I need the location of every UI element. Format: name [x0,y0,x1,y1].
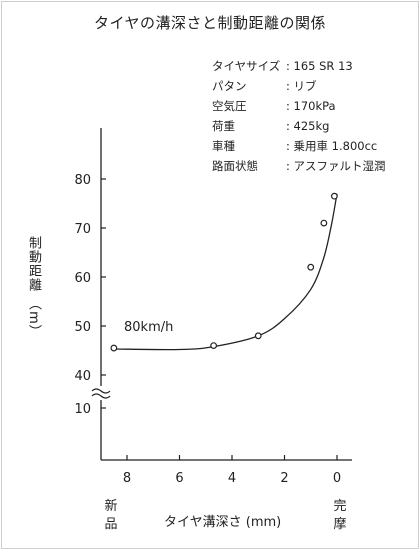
spec-key: パタン [212,79,247,93]
spec-row-road: 路面状態 : アスファルト湿潤 [212,156,386,176]
speed-annotation: 80km/h [124,320,173,335]
y-tick-label: 60 [74,271,91,286]
data-point [210,342,218,350]
data-point [254,332,262,340]
y-tick-label: 40 [74,369,91,384]
y-tick-label: 10 [74,402,91,417]
spec-key: 荷重 [212,119,235,133]
spec-row-tire-size: タイヤサイズ : 165 SR 13 [212,56,386,76]
x-axis-label: タイヤ溝深さ (mm) [164,515,282,530]
y-axis-label: 制動距離 （m） [26,236,41,339]
x-left-end-label: 新品 [104,499,118,532]
x-tick-label: 2 [280,471,288,486]
data-point [330,192,338,200]
spec-key: タイヤサイズ [212,59,281,73]
spec-key: 空気圧 [212,99,247,113]
spec-row-pressure: 空気圧 : 170kPa [212,96,386,116]
spec-table: タイヤサイズ : 165 SR 13 パタン : リブ 空気圧 : 170kPa… [212,56,386,176]
spec-value: : アスファルト湿潤 [286,159,386,173]
y-tick-label: 70 [74,222,91,237]
x-tick-label: 6 [175,471,183,486]
spec-value: : 165 SR 13 [286,59,353,73]
data-point [320,219,328,227]
x-tick-label: 4 [228,471,236,486]
x-right-end-label: 完摩 [333,499,347,532]
spec-value: : リブ [286,79,317,93]
y-tick-label: 50 [74,320,91,335]
chart-title: タイヤの溝深さと制動距離の関係 [93,14,327,32]
axis-break-mark [91,393,111,399]
spec-key: 路面状態 [212,159,258,173]
braking-distance-curve [113,193,338,351]
y-tick-label: 80 [74,173,91,188]
x-tick-label: 8 [123,471,131,486]
data-point [307,263,315,271]
spec-row-vehicle: 車種 : 乗用車 1.800cc [212,136,386,156]
spec-value: : 乗用車 1.800cc [286,139,378,153]
data-point [110,344,118,352]
spec-value: : 425kg [286,119,330,133]
spec-row-pattern: パタン : リブ [212,76,386,96]
spec-key: 車種 [212,139,235,153]
axis-break-mark [91,388,111,394]
spec-row-load: 荷重 : 425kg [212,116,386,136]
spec-value: : 170kPa [286,99,336,113]
x-tick-label: 0 [333,471,341,486]
